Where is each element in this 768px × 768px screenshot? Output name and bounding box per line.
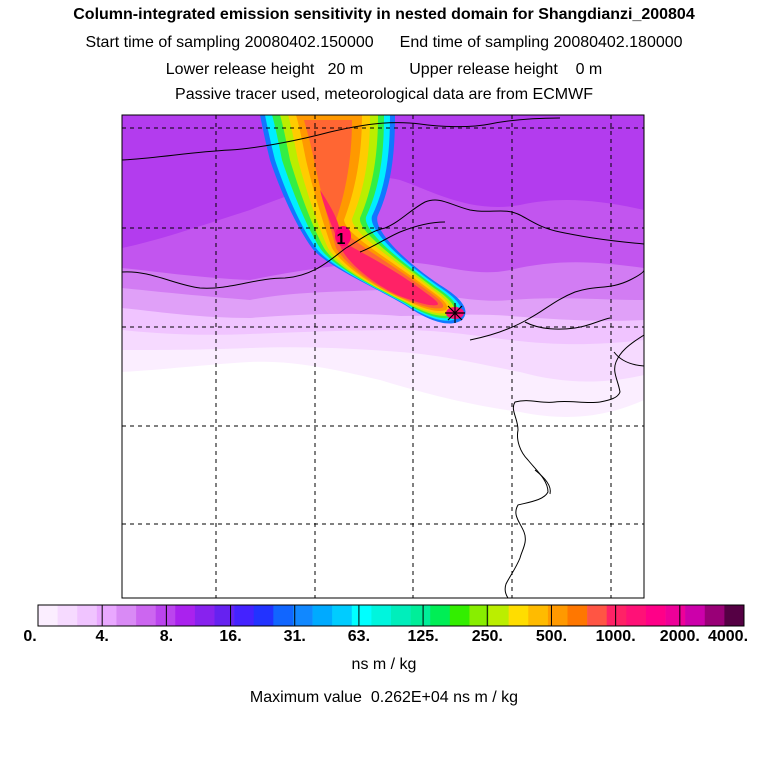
max-value: 0.262E+04 bbox=[370, 689, 449, 706]
lower-height-label: Lower release height bbox=[165, 61, 315, 78]
start-time-label: Start time of sampling bbox=[85, 34, 241, 51]
colorbar-cell bbox=[253, 605, 274, 626]
colorbar-cell bbox=[175, 605, 196, 626]
colorbar-tick-label: 125. bbox=[407, 628, 439, 645]
start-time-value: 20080402.150000 bbox=[244, 34, 374, 51]
colorbar-cell bbox=[489, 605, 509, 626]
colorbar-tick-label: 31. bbox=[283, 628, 306, 645]
colorbar-cell bbox=[469, 605, 490, 626]
colorbar-cell bbox=[665, 605, 686, 626]
max-value-prefix: Maximum value bbox=[249, 689, 362, 706]
colorbar-cell bbox=[704, 605, 725, 626]
colorbar-cell bbox=[567, 605, 588, 626]
max-value-unit: ns m / kg bbox=[453, 689, 519, 706]
map-frame bbox=[121, 114, 645, 599]
colorbar-cell bbox=[273, 605, 294, 626]
colorbar-cell bbox=[449, 605, 470, 626]
maximum-value-line: Maximum value 0.262E+04 ns m / kg bbox=[0, 689, 768, 707]
colorbar-tick-label: 0. bbox=[23, 628, 37, 645]
lower-height-value: 20 m bbox=[327, 61, 364, 78]
colorbar-tick-label: 8. bbox=[159, 628, 174, 645]
coastline bbox=[122, 117, 644, 598]
release-height-line: Lower release height 20 m Upper release h… bbox=[0, 61, 768, 79]
release-label: 1 bbox=[337, 231, 346, 248]
colorbar-cells bbox=[38, 605, 745, 626]
colorbar-cell bbox=[371, 605, 392, 626]
colorbar-tick-label: 2000. bbox=[659, 628, 700, 645]
colorbar-tick-label: 250. bbox=[471, 628, 503, 645]
figure-title: Column-integrated emission sensitivity i… bbox=[73, 6, 695, 23]
colorbar-cell bbox=[587, 605, 608, 626]
colorbar-cell bbox=[547, 605, 568, 626]
colorbar-cell bbox=[332, 605, 353, 626]
colorbar-cell bbox=[685, 605, 706, 626]
colorbar-cell bbox=[508, 605, 529, 626]
colorbar-tick-label: 4. bbox=[95, 628, 109, 645]
graticule bbox=[122, 115, 644, 598]
colorbar-cell bbox=[77, 605, 98, 626]
map-panel: 1 bbox=[121, 114, 645, 599]
sampling-time-line: Start time of sampling 20080402.150000 En… bbox=[0, 34, 768, 52]
colorbar-cell bbox=[194, 605, 215, 626]
colorbar-cell bbox=[724, 605, 745, 626]
colorbar-cell bbox=[391, 605, 411, 626]
colorbar-tick-label: 500. bbox=[535, 628, 568, 645]
colorbar-cell bbox=[214, 605, 235, 626]
colorbar-frame bbox=[37, 604, 745, 627]
colorbar-tick-label: 1000. bbox=[595, 628, 636, 645]
sensitivity-field bbox=[122, 115, 644, 417]
colorbar-cell bbox=[57, 605, 78, 626]
colorbar-cell bbox=[96, 605, 117, 626]
colorbar-tick-label: 4000. bbox=[707, 628, 749, 645]
end-time-label: End time of sampling bbox=[399, 34, 550, 51]
colorbar-cell bbox=[626, 605, 647, 626]
colorbar-tick-label: 16. bbox=[219, 628, 242, 645]
colorbar-tick-label: 63. bbox=[347, 628, 371, 645]
colorbar-cell bbox=[351, 605, 372, 626]
tracer-note: Passive tracer used, meteorological data… bbox=[175, 86, 593, 103]
colorbar-dividers bbox=[101, 605, 681, 626]
colorbar bbox=[37, 604, 745, 627]
end-time-value: 20080402.180000 bbox=[553, 34, 683, 51]
colorbar-cell bbox=[645, 605, 666, 626]
colorbar-cell bbox=[528, 605, 549, 626]
upper-height-value: 0 m bbox=[575, 61, 603, 78]
colorbar-cell bbox=[410, 605, 431, 626]
colorbar-cell bbox=[312, 605, 333, 626]
colorbar-cell bbox=[292, 605, 313, 626]
colorbar-cell bbox=[116, 605, 137, 626]
receptor-marker bbox=[445, 303, 465, 323]
colorbar-cell bbox=[606, 605, 627, 626]
colorbar-cell bbox=[38, 605, 58, 626]
colorbar-cell bbox=[136, 605, 156, 626]
colorbar-unit: ns m / kg bbox=[351, 656, 417, 673]
colorbar-cell bbox=[155, 605, 176, 626]
colorbar-cell bbox=[430, 605, 451, 626]
colorbar-cell bbox=[234, 605, 255, 626]
upper-height-label: Upper release height bbox=[409, 61, 558, 78]
